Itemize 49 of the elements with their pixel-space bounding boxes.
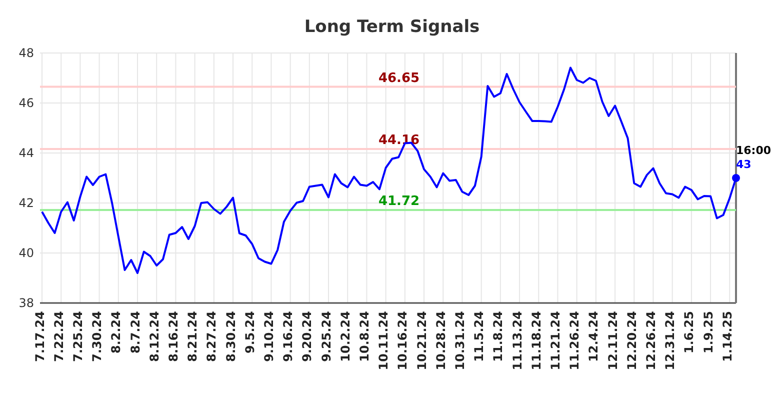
annotation: 16:00 (736, 144, 772, 157)
x-tick-label: 8.21.24 (186, 311, 200, 362)
x-tick-label: 12.4.24 (586, 311, 601, 362)
x-tick-label: 7.30.24 (90, 311, 104, 362)
x-tick-label: 9.16.24 (281, 311, 296, 362)
x-tick-label: 10.2.24 (338, 311, 352, 362)
x-tick-label: 1.9.25 (701, 311, 716, 354)
x-tick-label: 8.12.24 (147, 311, 162, 362)
x-tick-label: 1.14.25 (720, 311, 734, 362)
x-tick-label: 12.26.24 (644, 311, 658, 370)
ref-line-label: 46.65 (378, 70, 420, 86)
x-tick-label: 9.5.24 (242, 311, 257, 354)
y-tick-label: 38 (18, 296, 34, 310)
x-tick-label: 9.20.24 (300, 311, 314, 362)
x-tick-label: 8.16.24 (166, 311, 181, 362)
x-tick-label: 10.28.24 (434, 311, 448, 370)
x-tick-label: 9.25.24 (319, 311, 334, 362)
y-tick-label: 46 (18, 96, 34, 110)
x-tick-label: 11.8.24 (491, 311, 506, 362)
x-tick-label: 8.7.24 (128, 311, 142, 354)
x-tick-label: 12.11.24 (606, 311, 620, 370)
x-tick-label: 11.18.24 (529, 311, 544, 370)
data-label: 43 (736, 158, 752, 171)
x-tick-label: 10.8.24 (358, 311, 372, 362)
ref-line-label: 44.16 (378, 133, 420, 148)
x-tick-label: 7.17.24 (32, 311, 47, 362)
x-tick-label: 12.20.24 (624, 311, 639, 370)
x-tick-label: 11.26.24 (568, 311, 582, 370)
y-tick-label: 40 (18, 246, 34, 260)
y-tick-label: 42 (18, 196, 34, 210)
ref-line-label: 41.72 (378, 194, 420, 209)
x-tick-label: 8.2.24 (109, 311, 124, 354)
y-tick-label: 44 (18, 146, 34, 160)
x-tick-label: 10.21.24 (414, 311, 429, 370)
x-tick-label: 10.31.24 (453, 311, 468, 370)
x-tick-label: 1.6.25 (682, 311, 696, 354)
x-tick-label: 12.31.24 (663, 311, 678, 370)
x-tick-label: 11.21.24 (548, 311, 563, 370)
chart-title: Long Term Signals (304, 17, 480, 37)
x-tick-label: 7.22.24 (52, 311, 66, 362)
x-tick-label: 8.27.24 (204, 311, 219, 362)
y-tick-label: 48 (18, 46, 34, 60)
x-tick-label: 9.10.24 (262, 311, 276, 362)
x-tick-label: 11.13.24 (510, 311, 524, 370)
x-tick-label: 7.25.24 (71, 311, 85, 362)
x-tick-label: 8.30.24 (224, 311, 238, 362)
x-tick-label: 10.11.24 (376, 311, 391, 370)
x-tick-label: 11.5.24 (472, 311, 486, 362)
x-tick-label: 10.16.24 (396, 311, 410, 370)
